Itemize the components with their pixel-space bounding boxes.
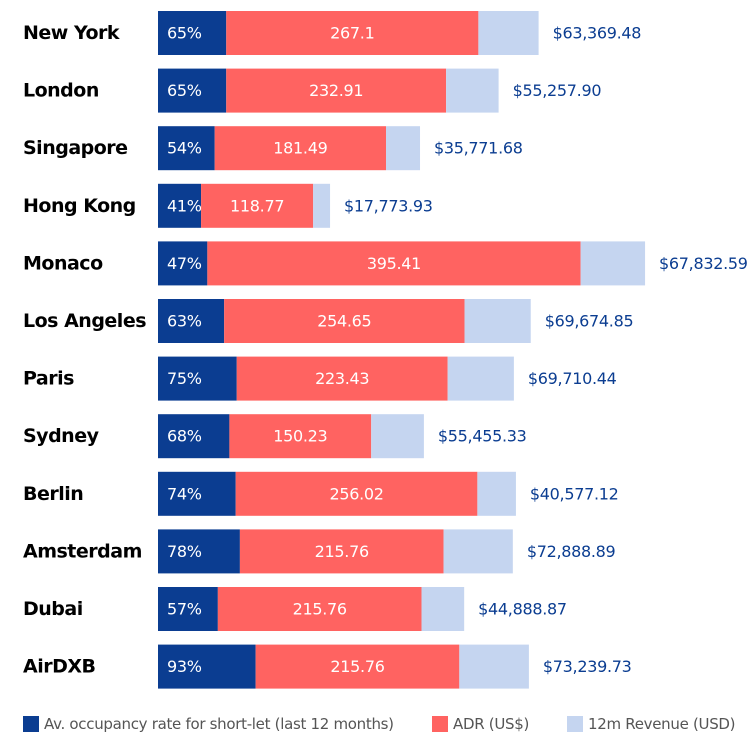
value-label: 41% bbox=[167, 196, 202, 215]
bar-segment bbox=[158, 299, 225, 343]
value-label: 75% bbox=[167, 369, 202, 388]
category-label: AirDXB bbox=[23, 656, 96, 678]
category-label: Monaco bbox=[23, 252, 103, 274]
value-label: $44,888.87 bbox=[478, 600, 567, 619]
bar-segment bbox=[158, 529, 240, 574]
value-label: 47% bbox=[167, 254, 202, 273]
category-label: New York bbox=[23, 22, 120, 44]
value-label: $72,888.89 bbox=[527, 542, 616, 561]
legend-swatch bbox=[432, 716, 448, 732]
legend-label: 12m Revenue (USD) bbox=[588, 715, 735, 733]
value-label: 150.23 bbox=[273, 427, 327, 446]
value-label: 54% bbox=[167, 139, 202, 158]
category-label: Singapore bbox=[23, 137, 128, 159]
value-label: 65% bbox=[167, 81, 202, 100]
value-label: $69,710.44 bbox=[528, 369, 617, 388]
bar-segment bbox=[447, 356, 514, 401]
bar-segment bbox=[235, 471, 478, 516]
value-label: $35,771.68 bbox=[434, 139, 523, 158]
value-label: $69,674.85 bbox=[545, 312, 634, 331]
bar-segment bbox=[217, 587, 422, 631]
category-label: Amsterdam bbox=[23, 540, 142, 562]
bar-segment bbox=[158, 414, 230, 459]
legend-label: Av. occupancy rate for short-let (last 1… bbox=[44, 715, 394, 733]
value-label: 223.43 bbox=[315, 369, 369, 388]
bar-segment bbox=[229, 414, 372, 459]
bar-segment bbox=[158, 183, 202, 228]
bar-segment bbox=[158, 644, 256, 689]
category-label: London bbox=[23, 80, 99, 102]
value-label: $73,239.73 bbox=[543, 657, 632, 676]
legend-label: ADR (US$) bbox=[453, 715, 529, 733]
value-label: 78% bbox=[167, 542, 202, 561]
category-label: Hong Kong bbox=[23, 195, 136, 217]
legend-swatch bbox=[23, 716, 39, 732]
value-label: $17,773.93 bbox=[344, 196, 433, 215]
value-label: 68% bbox=[167, 427, 202, 446]
bar-segment bbox=[459, 644, 529, 689]
value-label: $55,257.90 bbox=[513, 81, 602, 100]
value-label: 267.1 bbox=[330, 24, 374, 43]
bar-segment bbox=[214, 126, 387, 171]
bar-segment bbox=[224, 299, 465, 343]
bar-segment bbox=[255, 644, 460, 689]
category-label: Los Angeles bbox=[23, 310, 146, 332]
bar-segment bbox=[477, 471, 516, 516]
value-label: $55,455.33 bbox=[438, 427, 527, 446]
bar-segment bbox=[158, 356, 237, 401]
bar-segment bbox=[201, 183, 314, 228]
category-label: Berlin bbox=[23, 483, 83, 505]
value-label: $67,832.59 bbox=[659, 254, 748, 273]
legend-swatch bbox=[567, 716, 583, 732]
value-label: 215.76 bbox=[330, 657, 384, 676]
value-label: 65% bbox=[167, 24, 202, 43]
value-label: 254.65 bbox=[317, 312, 371, 331]
value-label: 395.41 bbox=[367, 254, 421, 273]
bar-segment bbox=[158, 11, 227, 55]
value-label: 74% bbox=[167, 484, 202, 503]
bar-segment bbox=[226, 68, 447, 113]
value-label: 215.76 bbox=[315, 542, 369, 561]
value-label: 256.02 bbox=[329, 484, 383, 503]
value-label: 63% bbox=[167, 312, 202, 331]
bar-segment bbox=[421, 587, 465, 631]
bar-segment bbox=[158, 587, 218, 631]
bar-segment bbox=[443, 529, 513, 574]
bar-segment bbox=[446, 68, 499, 113]
value-label: 57% bbox=[167, 600, 202, 619]
bar-segment bbox=[236, 356, 448, 401]
category-label: Sydney bbox=[23, 425, 100, 447]
bar-segment bbox=[207, 241, 581, 286]
bar-segment bbox=[158, 471, 236, 516]
value-label: 181.49 bbox=[273, 139, 327, 158]
bar-segment bbox=[158, 68, 227, 113]
category-label: Paris bbox=[23, 368, 74, 390]
bar-segment bbox=[158, 126, 215, 171]
bar-segment bbox=[464, 299, 531, 343]
value-label: 232.91 bbox=[309, 81, 363, 100]
value-label: 215.76 bbox=[293, 600, 347, 619]
bar-segment bbox=[226, 11, 479, 55]
bar-segment bbox=[313, 183, 331, 228]
bar-segment bbox=[158, 241, 208, 286]
value-label: 118.77 bbox=[230, 196, 284, 215]
bar-segment bbox=[239, 529, 444, 574]
category-label: Dubai bbox=[23, 598, 83, 620]
bar-segment bbox=[580, 241, 646, 286]
bar-segment bbox=[371, 414, 424, 459]
bar-segment bbox=[386, 126, 421, 171]
value-label: $40,577.12 bbox=[530, 484, 619, 503]
value-label: 93% bbox=[167, 657, 202, 676]
value-label: $63,369.48 bbox=[553, 24, 642, 43]
bar-segment bbox=[478, 11, 539, 55]
